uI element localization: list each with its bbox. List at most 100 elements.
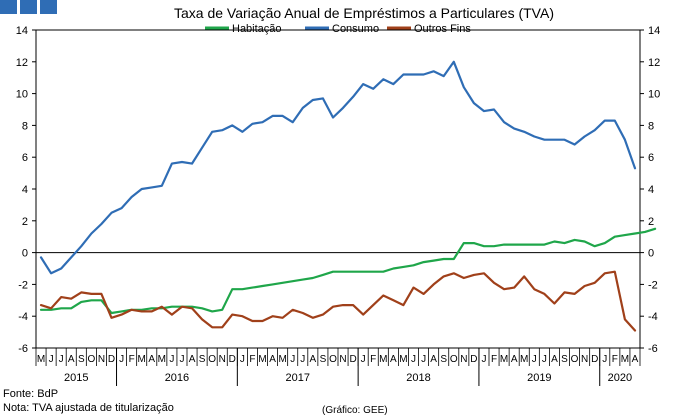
- logo-block-2: [20, 0, 37, 14]
- x-month-label: J: [169, 354, 174, 365]
- x-month-label: N: [98, 354, 105, 365]
- chart-credit: (Gráfico: GEE): [322, 405, 388, 416]
- x-month-label: O: [450, 354, 458, 365]
- x-month-label: J: [361, 354, 366, 365]
- x-month-label: J: [119, 354, 124, 365]
- footnote: Nota: TVA ajustada de titularização: [3, 402, 174, 414]
- x-month-label: S: [78, 354, 85, 365]
- chart-title: Taxa de Variação Anual de Empréstimos a …: [174, 5, 554, 21]
- x-month-label: A: [189, 354, 196, 365]
- legend-label-consumo: Consumo: [332, 23, 379, 35]
- x-month-label: M: [158, 354, 166, 365]
- year-label: 2020: [608, 372, 632, 384]
- x-month-label: M: [621, 354, 629, 365]
- x-month-label: J: [542, 354, 547, 365]
- x-month-label: J: [240, 354, 245, 365]
- x-month-label: J: [532, 354, 537, 365]
- x-month-label: M: [278, 354, 286, 365]
- x-month-label: A: [68, 354, 75, 365]
- x-month-label: D: [470, 354, 477, 365]
- y-tick-label-left: 0: [22, 248, 28, 260]
- x-month-label: A: [511, 354, 518, 365]
- x-month-label: N: [219, 354, 226, 365]
- x-month-label: M: [37, 354, 45, 365]
- legend-label-habitacao: Habitação: [232, 23, 282, 35]
- series-line-consumo: [39, 60, 637, 275]
- x-month-label: A: [551, 354, 558, 365]
- x-month-label: M: [138, 354, 146, 365]
- x-month-label: D: [349, 354, 356, 365]
- x-month-label: O: [329, 354, 337, 365]
- x-month-label: J: [421, 354, 426, 365]
- series-line-habitacao: [39, 227, 657, 315]
- y-tick-label-right: -6: [648, 343, 658, 355]
- x-month-label: A: [148, 354, 155, 365]
- y-tick-label-right: -4: [648, 311, 658, 323]
- x-month-label: A: [632, 354, 639, 365]
- x-month-label: M: [258, 354, 266, 365]
- x-month-label: D: [591, 354, 598, 365]
- x-month-label: S: [561, 354, 568, 365]
- x-month-label: M: [520, 354, 528, 365]
- x-month-label: M: [500, 354, 508, 365]
- y-tick-label-left: 14: [16, 25, 28, 37]
- x-month-label: A: [390, 354, 397, 365]
- x-month-label: F: [612, 354, 618, 365]
- year-label: 2019: [527, 372, 551, 384]
- x-month-label: N: [581, 354, 588, 365]
- x-month-label: A: [430, 354, 437, 365]
- y-tick-label-left: 2: [22, 216, 28, 228]
- year-label: 2015: [64, 372, 88, 384]
- y-tick-label-right: 0: [648, 248, 654, 260]
- x-month-label: J: [290, 354, 295, 365]
- y-tick-label-left: 6: [22, 152, 28, 164]
- x-month-label: S: [199, 354, 206, 365]
- year-label: 2018: [406, 372, 430, 384]
- x-month-label: J: [602, 354, 607, 365]
- y-tick-label-right: 4: [648, 184, 654, 196]
- x-month-label: F: [129, 354, 135, 365]
- x-month-label: J: [411, 354, 416, 365]
- y-tick-label-right: 2: [648, 216, 654, 228]
- x-month-label: F: [249, 354, 255, 365]
- y-tick-label-right: 12: [648, 57, 660, 69]
- x-month-label: D: [108, 354, 115, 365]
- series-line-outros-fins: [39, 270, 637, 332]
- x-month-label: O: [87, 354, 95, 365]
- x-month-label: J: [59, 354, 64, 365]
- series-layer: [39, 60, 657, 332]
- y-tick-label-right: -2: [648, 279, 658, 291]
- x-month-label: O: [571, 354, 579, 365]
- year-label: 2016: [165, 372, 189, 384]
- x-month-label: F: [370, 354, 376, 365]
- x-month-label: M: [399, 354, 407, 365]
- y-tick-label-left: 10: [16, 89, 28, 101]
- x-month-label: J: [481, 354, 486, 365]
- y-tick-label-left: -6: [18, 343, 28, 355]
- plot-frame: [35, 29, 641, 349]
- x-month-label: A: [309, 354, 316, 365]
- y-tick-label-right: 6: [648, 152, 654, 164]
- y-tick-label-left: 8: [22, 120, 28, 132]
- x-month-label: S: [320, 354, 327, 365]
- year-label: 2017: [285, 372, 309, 384]
- legend: Habitação Consumo Outros Fins: [205, 23, 471, 35]
- y-tick-label-left: 4: [22, 184, 28, 196]
- x-month-label: D: [229, 354, 236, 365]
- x-month-label: J: [179, 354, 184, 365]
- y-tick-label-right: 8: [648, 120, 654, 132]
- x-month-label: N: [339, 354, 346, 365]
- x-month-label: A: [269, 354, 276, 365]
- x-month-label: M: [379, 354, 387, 365]
- y-tick-label-right: 14: [648, 25, 660, 37]
- x-month-label: J: [49, 354, 54, 365]
- y-tick-label-left: 12: [16, 57, 28, 69]
- y-tick-label-right: 10: [648, 89, 660, 101]
- x-month-label: S: [440, 354, 447, 365]
- x-month-label: F: [491, 354, 497, 365]
- x-month-label: O: [208, 354, 216, 365]
- legend-label-outros-fins: Outros Fins: [414, 23, 471, 35]
- y-tick-label-left: -4: [18, 311, 28, 323]
